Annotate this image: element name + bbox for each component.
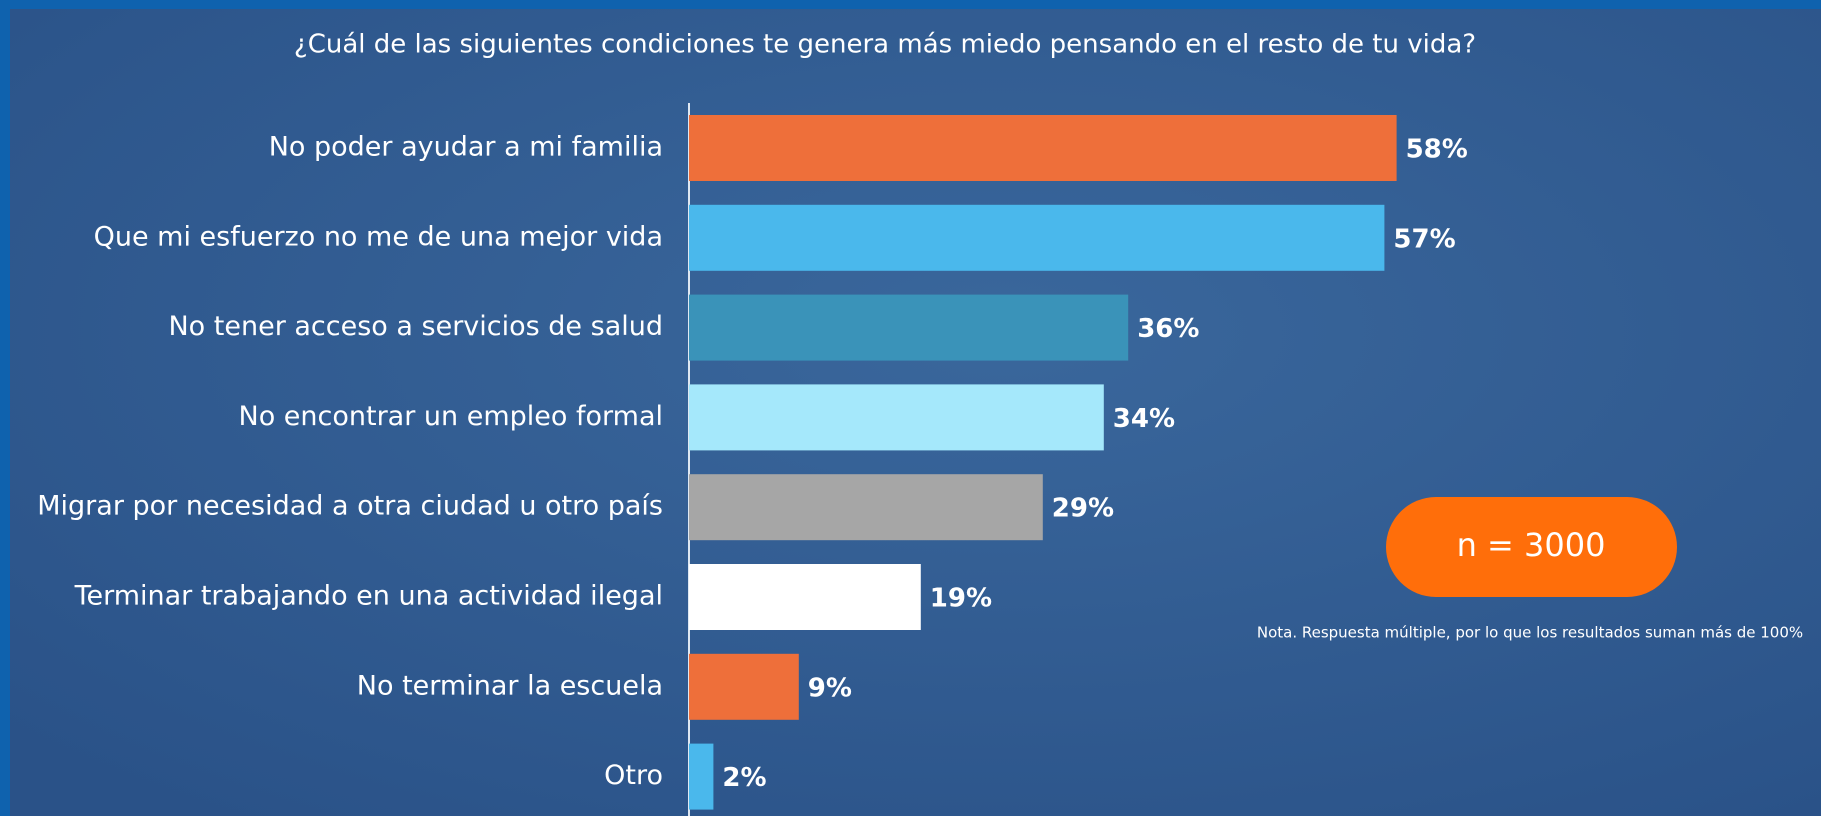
category-label: Otro [604,760,663,791]
bar [689,564,921,630]
chart-title: ¿Cuál de las siguientes condiciones te g… [294,30,1476,60]
bar [689,653,799,720]
bar [689,294,1129,361]
value-label: 2% [722,763,766,793]
category-label: Terminar trabajando en una actividad ile… [74,581,663,612]
sample-size: n = 3000 [1457,526,1606,564]
value-label: 19% [930,584,992,614]
bar [689,474,1043,541]
value-label: 34% [1113,404,1175,434]
value-label: 36% [1137,314,1199,344]
sample-badge [1386,497,1677,597]
category-label: No encontrar un empleo formal [239,401,664,432]
value-label: 29% [1052,494,1114,524]
category-label: No terminar la escuela [357,670,663,701]
value-label: 9% [808,673,852,703]
bar [689,743,714,810]
value-label: 58% [1406,135,1468,165]
note: Nota. Respuesta múltiple, por lo que los… [1257,624,1803,642]
bar [689,384,1104,451]
bar [689,115,1397,181]
bar [689,204,1385,271]
category-label: No poder ayudar a mi familia [269,132,663,163]
category-label: Que mi esfuerzo no me de una mejor vida [94,221,663,252]
value-label: 57% [1393,224,1455,254]
category-label: No tener acceso a servicios de salud [168,311,663,342]
category-label: Migrar por necesidad a otra ciudad u otr… [37,491,663,522]
